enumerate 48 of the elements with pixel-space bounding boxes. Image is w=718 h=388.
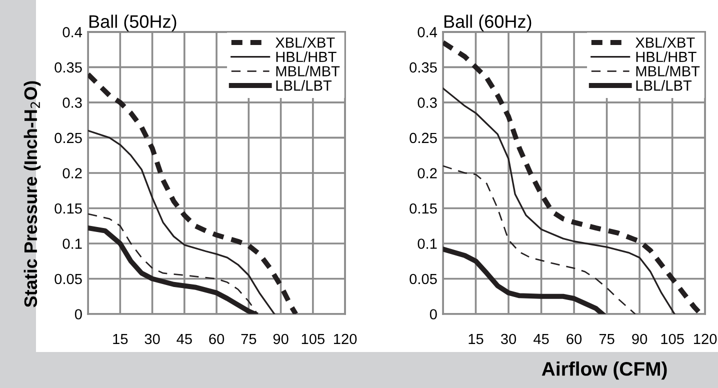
y-tick-label: 0.3 [418, 98, 437, 108]
x-tick-label: 75 [241, 334, 256, 344]
y-tick-label: 0.15 [54, 203, 82, 214]
x-tick-label: 15 [468, 334, 484, 344]
x-tick-label: 120 [334, 334, 357, 344]
y-tick-label: 0.35 [410, 62, 437, 73]
y-tick-label: 0 [74, 309, 82, 320]
line-series [443, 165, 636, 314]
legend-label: HBL/HBT [636, 51, 696, 62]
x-tick-label: 15 [113, 334, 128, 344]
y-tick-label: 0.4 [62, 27, 82, 38]
legend-label: MBL/MBT [276, 66, 340, 76]
x-tick-label: 105 [302, 334, 324, 344]
y-tick-label: 0.05 [54, 274, 82, 284]
y-tick-label: 0.35 [54, 62, 82, 73]
legend-label: LBL/LBT [636, 80, 692, 91]
legend-label: HBL/HBT [276, 51, 336, 62]
y-tick-label: 0.4 [418, 27, 438, 38]
x-tick-label: 75 [599, 334, 614, 344]
y-tick-label: 0.2 [62, 168, 82, 178]
x-tick-label: 30 [500, 334, 516, 344]
x-tick-label: 45 [176, 334, 192, 344]
y-tick-label: 0.1 [418, 238, 437, 249]
x-tick-label: 30 [144, 334, 160, 344]
y-tick-label: 0.3 [62, 98, 82, 108]
x-tick-label: 45 [534, 334, 549, 344]
legend-label: XBL/XBT [275, 37, 335, 48]
legend-label: XBL/XBT [635, 37, 695, 48]
y-tick-label: 0.25 [410, 132, 437, 144]
x-axis-title: Airflow (CFM) [542, 361, 667, 380]
legend-label: MBL/MBT [636, 66, 700, 76]
y-axis-title: Static Pressure (Inch-H$_{2}$O) [24, 81, 41, 308]
line-series [88, 130, 276, 314]
x-tick-label: 90 [632, 334, 648, 344]
chart-title: Ball (50Hz) [90, 14, 176, 32]
x-tick-label: 60 [566, 334, 582, 344]
y-tick-label: 0.15 [410, 203, 437, 214]
y-tick-label: 0.25 [54, 132, 82, 144]
x-tick-label: 120 [694, 334, 717, 344]
y-tick-label: 0.05 [410, 274, 437, 284]
x-tick-label: 60 [209, 334, 224, 344]
y-tick-label: 0.1 [62, 238, 82, 249]
y-tick-label: 0 [430, 309, 437, 320]
x-tick-label: 90 [273, 334, 288, 344]
y-tick-label: 0.2 [418, 168, 437, 178]
x-tick-label: 105 [661, 334, 684, 344]
chart-title: Ball (60Hz) [444, 14, 532, 32]
legend-label: LBL/LBT [276, 80, 332, 91]
